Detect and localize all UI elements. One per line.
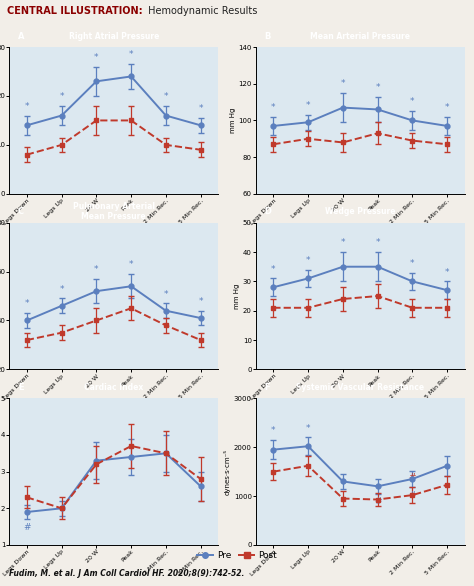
Text: *: * — [306, 101, 310, 110]
Text: *: * — [199, 297, 203, 306]
Text: CENTRAL ILLUSTRATION:: CENTRAL ILLUSTRATION: — [7, 6, 143, 16]
Text: C: C — [18, 207, 24, 216]
Text: E: E — [18, 383, 23, 392]
Text: #: # — [23, 523, 31, 532]
Text: *: * — [341, 79, 345, 88]
Text: *: * — [59, 285, 64, 294]
Text: *: * — [271, 265, 275, 274]
Text: Wedge Pressure: Wedge Pressure — [325, 207, 395, 216]
Text: *: * — [410, 97, 415, 107]
Text: Mean Arterial Pressure: Mean Arterial Pressure — [310, 32, 410, 40]
Text: Pulmonary Arterial
Mean Pressure: Pulmonary Arterial Mean Pressure — [73, 202, 155, 221]
Text: *: * — [410, 259, 415, 268]
Text: *: * — [94, 265, 99, 274]
Text: B: B — [264, 32, 271, 40]
Text: *: * — [164, 92, 168, 101]
Text: *: * — [445, 268, 449, 277]
Text: *: * — [306, 424, 310, 432]
Text: Fudim, M. et al. J Am Coll Cardiol HF. 2020;8(9):742-52.: Fudim, M. et al. J Am Coll Cardiol HF. 2… — [9, 569, 245, 578]
Text: *: * — [129, 260, 133, 269]
Text: Right Atrial Pressure: Right Atrial Pressure — [69, 32, 159, 40]
Text: Systemic Vascular Resistance: Systemic Vascular Resistance — [296, 383, 424, 392]
Text: A: A — [18, 32, 24, 40]
Text: *: * — [199, 104, 203, 113]
Text: *: * — [164, 289, 168, 298]
Text: *: * — [59, 92, 64, 101]
Text: Hemodynamic Results: Hemodynamic Results — [145, 6, 257, 16]
Text: *: * — [445, 103, 449, 112]
Text: *: * — [25, 299, 29, 308]
Y-axis label: mm Hg: mm Hg — [229, 108, 236, 133]
Text: F: F — [264, 383, 270, 392]
Text: *: * — [375, 239, 380, 247]
Text: *: * — [271, 103, 275, 112]
Text: *: * — [375, 83, 380, 92]
Text: *: * — [306, 256, 310, 265]
Text: #: # — [374, 497, 382, 506]
Text: #: # — [409, 473, 416, 482]
Text: Cardiac Index: Cardiac Index — [84, 383, 143, 392]
Text: #: # — [409, 490, 416, 499]
Text: D: D — [264, 207, 271, 216]
Legend: Pre, Post: Pre, Post — [193, 547, 281, 563]
Y-axis label: mm Hg: mm Hg — [234, 284, 240, 309]
Text: *: * — [129, 50, 133, 59]
Text: *: * — [25, 102, 29, 111]
Y-axis label: dynes·s·cm⁻⁵: dynes·s·cm⁻⁵ — [224, 449, 231, 495]
Text: *: * — [341, 239, 345, 247]
Text: *: * — [94, 53, 99, 62]
Text: *: * — [271, 426, 275, 435]
